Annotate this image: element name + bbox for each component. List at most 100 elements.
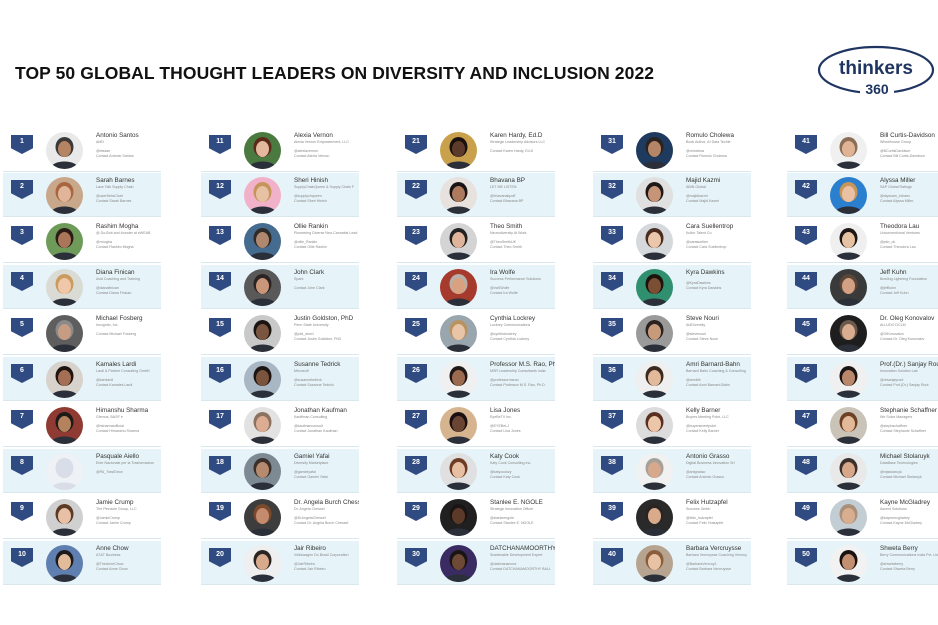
avatar[interactable] xyxy=(244,132,281,169)
leader-handle[interactable]: @majidkazmi xyxy=(686,194,708,198)
leader-row[interactable]: 48 Michael Stolaruyk DataBase Technologie… xyxy=(787,449,938,493)
leader-name[interactable]: Michael Stolaruyk xyxy=(880,453,930,460)
leader-row[interactable]: 12 Sheri Hinish SupplyChainQueen & Supply… xyxy=(201,173,359,217)
contact-link[interactable]: Contact Professor M.S. Rao, Ph.D. xyxy=(490,383,546,387)
avatar[interactable] xyxy=(830,545,867,582)
leader-handle[interactable]: @rmogha xyxy=(96,240,112,244)
avatar[interactable] xyxy=(244,407,281,444)
leader-handle[interactable]: @TheAnneChow xyxy=(96,562,124,566)
contact-link[interactable]: Contact Cynthia Lockrey xyxy=(490,337,530,341)
leader-name[interactable]: Theodora Lau xyxy=(880,223,920,230)
leader-row[interactable]: 15 Justin Goldston, PhD Penn State Univer… xyxy=(201,311,359,355)
leader-row[interactable]: 34 Kyra Dawkins @KyraDawkins Contact Kyra … xyxy=(593,265,751,309)
leader-name[interactable]: Susanne Tedrick xyxy=(294,361,341,368)
avatar[interactable] xyxy=(46,269,83,306)
contact-link[interactable]: Contact Cara Suellentrop xyxy=(686,245,727,249)
leader-handle[interactable]: @shwetaberry xyxy=(880,562,904,566)
leader-row[interactable]: 40 Barbara Vercruysse Barbara Vercruysse … xyxy=(593,541,751,585)
leader-name[interactable]: Kayne McGladrey xyxy=(880,499,931,506)
leader-row[interactable]: 43 Theodora Lau Unconventional Ventures @p… xyxy=(787,219,938,263)
avatar[interactable] xyxy=(244,361,281,398)
leader-name[interactable]: Antonio Grasso xyxy=(686,453,730,460)
leader-row[interactable]: 46 Prof.(Dr.) Sanjay Rout Innovation Solu… xyxy=(787,357,938,401)
contact-link[interactable]: Contact Kamales Lardi xyxy=(96,383,133,387)
contact-link[interactable]: Contact Lisa Jones xyxy=(490,429,521,433)
leader-row[interactable]: 22 Bhavana BP LET ME LISTEN @bhavanabpoff C… xyxy=(397,173,555,217)
leader-handle[interactable]: @KyraDawkins xyxy=(686,281,711,285)
leader-row[interactable]: 39 Felix Hutzapfel Success Gmbh @felix_hut… xyxy=(593,495,751,539)
contact-link[interactable]: Contact Majid Kazmi xyxy=(686,199,719,203)
contact-link[interactable]: Contact Katy Cook xyxy=(490,475,520,479)
leader-row[interactable]: 17 Jonathan Kaufman Kauffman Consulting @k… xyxy=(201,403,359,447)
leader-name[interactable]: Jeff Kuhn xyxy=(880,269,907,276)
avatar[interactable] xyxy=(636,315,673,352)
contact-link[interactable]: Contact Justin Goldston, PhD xyxy=(294,337,342,341)
leader-row[interactable]: 3 Rashim Mogha @ Do-Boit and founder at e… xyxy=(3,219,161,263)
contact-link[interactable]: Contact Alexia Vernon xyxy=(294,154,330,158)
leader-row[interactable]: 13 Ollie Rankin Pioneering Diverse Neo-Ca… xyxy=(201,219,359,263)
leader-handle[interactable]: @carasuellen xyxy=(686,240,709,244)
contact-link[interactable]: Contact Bhavana BP xyxy=(490,199,524,203)
leader-row[interactable]: 6 Kamales Lardi Lardi & Partner Consultin… xyxy=(3,357,161,401)
leader-name[interactable]: Michael Fosberg xyxy=(96,315,143,322)
contact-link[interactable]: Contact Dr. Oleg Konovalov xyxy=(880,337,925,341)
contact-link[interactable]: Contact Theodora Lau xyxy=(880,245,916,249)
leader-row[interactable]: 29 Stanlee E. NGOLE Strategic Innovation … xyxy=(397,495,555,539)
leader-handle[interactable]: @kamlardi xyxy=(96,378,114,382)
leader-handle[interactable]: @jeffkuhn xyxy=(880,286,897,290)
leader-name[interactable]: Ira Wolfe xyxy=(490,269,516,276)
leader-handle[interactable]: @antgrasso xyxy=(686,470,706,474)
avatar[interactable] xyxy=(830,315,867,352)
leader-handle[interactable]: @datchanamoor xyxy=(490,562,517,566)
leader-row[interactable]: 49 Kayne McGladrey Ascent Solutions @kayne… xyxy=(787,495,938,539)
leader-handle[interactable]: @ollie_Rankin xyxy=(294,240,318,244)
leader-row[interactable]: 45 Dr. Oleg Konovalov ALLUDO DCLM @OlKonov… xyxy=(787,311,938,355)
leader-name[interactable]: Professor M.S. Rao, Ph. xyxy=(490,361,555,368)
leader-row[interactable]: 44 Jeff Kuhn Bowling Lightning Foundation… xyxy=(787,265,938,309)
contact-link[interactable]: Contact Kelly Barner xyxy=(686,429,719,433)
leader-name[interactable]: Theo Smith xyxy=(490,223,523,230)
leader-handle[interactable]: @kaynemcgladrey xyxy=(880,516,910,520)
contact-link[interactable]: Contact Jonathan Kaufman xyxy=(294,429,338,433)
leader-name[interactable]: John Clark xyxy=(294,269,325,276)
leader-handle[interactable]: @kaufmanconsult xyxy=(294,424,323,428)
avatar[interactable] xyxy=(440,177,477,214)
leader-name[interactable]: Rashim Mogha xyxy=(96,223,139,230)
leader-name[interactable]: Anne Chow xyxy=(96,545,129,552)
avatar[interactable] xyxy=(830,499,867,536)
leader-name[interactable]: Kyra Dawkins xyxy=(686,269,725,276)
leader-name[interactable]: Shweta Berry xyxy=(880,545,918,552)
contact-link[interactable]: Contact Felix Hutzapfel xyxy=(686,521,724,525)
leader-name[interactable]: Amri Barnard-Bahn xyxy=(686,361,740,368)
leader-row[interactable]: 25 Cynthia Lockrey Lockrey Communications… xyxy=(397,311,555,355)
leader-name[interactable]: Jonathan Kaufman xyxy=(294,407,347,414)
leader-row[interactable]: 4 Diana Finican Avid Coaching and Trainin… xyxy=(3,265,161,309)
avatar[interactable] xyxy=(244,223,281,260)
leader-row[interactable]: 41 Bill Curtis-Davidson Wheelhouse Group @… xyxy=(787,128,938,172)
leader-row[interactable]: 32 Majid Kazmi ABIN Global @majidkazmi Cont… xyxy=(593,173,751,217)
leader-name[interactable]: DATCHANAMOORTHY B xyxy=(490,545,555,552)
avatar[interactable] xyxy=(244,545,281,582)
leader-handle[interactable]: @alyssam_infosec xyxy=(880,194,911,198)
avatar[interactable] xyxy=(440,315,477,352)
leader-name[interactable]: Barbara Vercruysse xyxy=(686,545,742,552)
leader-name[interactable]: Lisa Jones xyxy=(490,407,521,414)
leader-handle[interactable]: @EYEBeLJ xyxy=(490,424,510,428)
leader-handle[interactable]: @felix_hutzapfel xyxy=(686,516,713,520)
leader-handle[interactable]: @alexiavernon xyxy=(294,149,319,153)
avatar[interactable] xyxy=(636,545,673,582)
avatar[interactable] xyxy=(440,499,477,536)
leader-handle[interactable]: @susannetedrick xyxy=(294,378,322,382)
leader-handle[interactable]: @btssan xyxy=(96,149,111,153)
contact-link[interactable]: Contact Rashim Mogha xyxy=(96,245,134,249)
contact-link[interactable]: Contact Jeff Kuhn xyxy=(880,291,909,295)
contact-link[interactable]: Contact Diana Finican xyxy=(96,291,132,295)
leader-handle[interactable]: @mjstolaruyk xyxy=(880,470,902,474)
leader-row[interactable]: 9 Jamie Crump The Pinnacle Group, LLC @Jam… xyxy=(3,495,161,539)
leader-handle[interactable]: @cynthialockrey xyxy=(490,332,517,336)
avatar[interactable] xyxy=(440,361,477,398)
leader-row[interactable]: 11 Alexia Vernon Alexia Vernon Empowermen… xyxy=(201,128,359,172)
contact-link[interactable]: Contact Kyra Dawkins xyxy=(686,286,722,290)
avatar[interactable] xyxy=(46,315,83,352)
leader-handle[interactable]: @supplychqueen xyxy=(294,194,322,198)
